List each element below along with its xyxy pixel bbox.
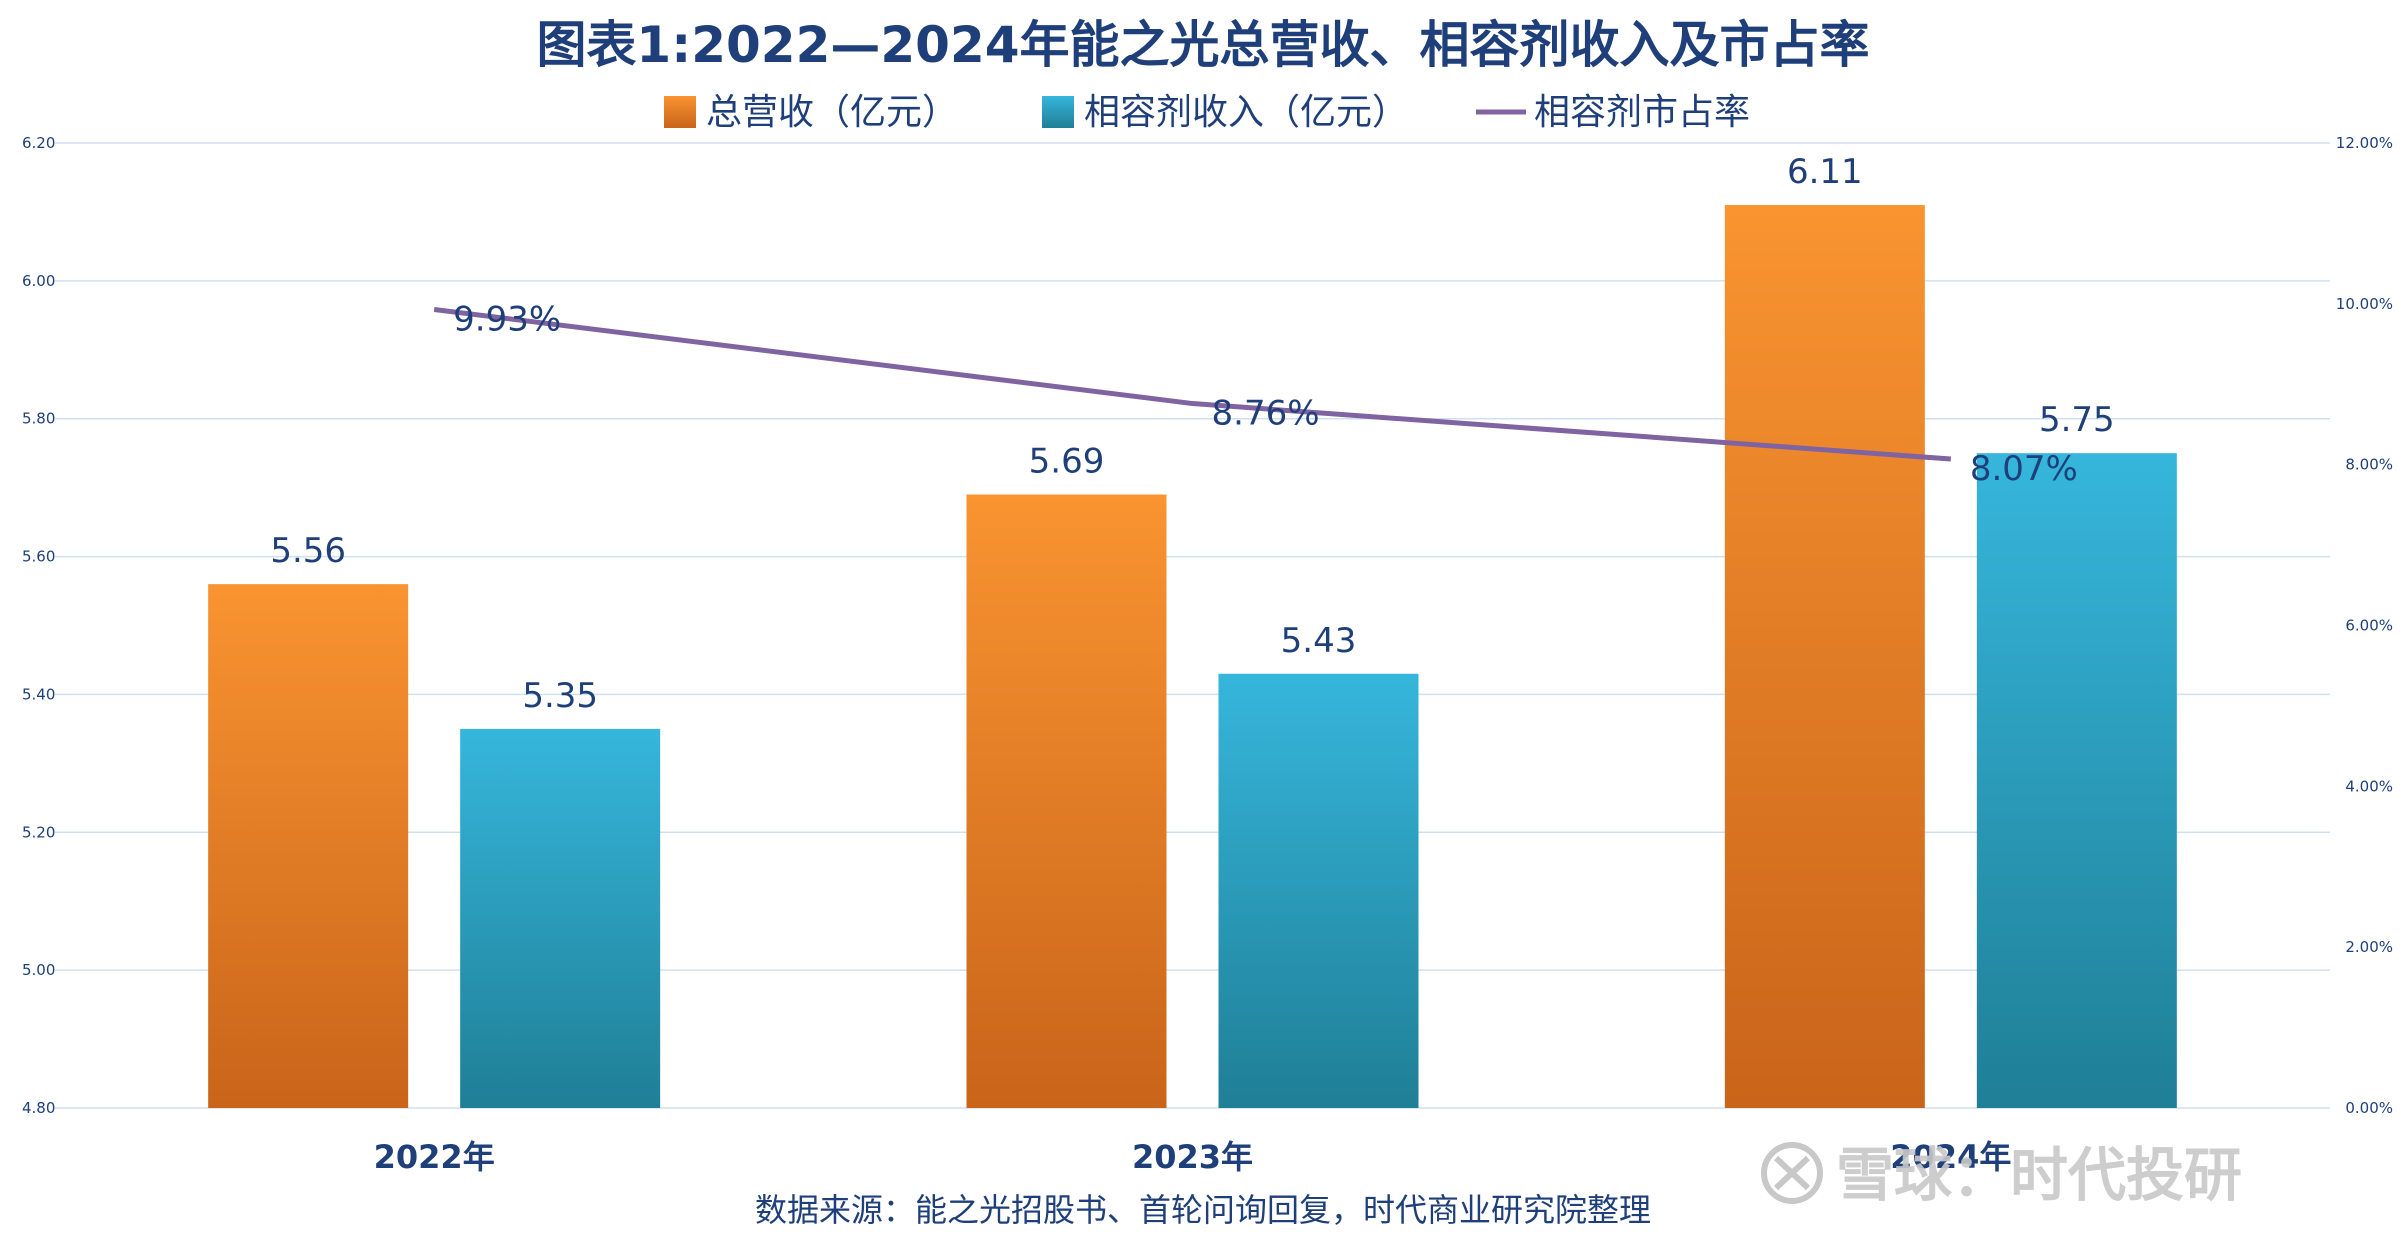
legend-label-share: 相容剂市占率 <box>1534 92 1750 133</box>
right-tick-label: 8.00% <box>2345 456 2393 474</box>
left-tick-label: 4.80 <box>22 1099 55 1117</box>
left-tick-label: 5.80 <box>22 410 55 428</box>
category-axis: 2022年 2023年 2024年 <box>374 1138 2012 1176</box>
legend-label-revenue: 总营收（亿元） <box>706 92 958 133</box>
right-tick-label: 6.00% <box>2345 617 2393 635</box>
legend-label-compat: 相容剂收入（亿元） <box>1084 92 1408 133</box>
left-tick-label: 5.60 <box>22 548 55 566</box>
share-label: 9.93% <box>453 299 561 339</box>
watermark: 雪球：时代投研 <box>1761 1141 2242 1209</box>
right-tick-label: 4.00% <box>2345 777 2393 795</box>
right-tick-label: 0.00% <box>2345 1099 2393 1117</box>
left-tick-label: 6.00 <box>22 272 55 290</box>
data-label: 5.69 <box>1029 442 1105 482</box>
legend: 总营收（亿元） 相容剂收入（亿元） 相容剂市占率 <box>664 92 1750 133</box>
category-label: 2022年 <box>374 1138 495 1176</box>
gridlines <box>55 142 2330 1109</box>
bar-compat <box>1976 453 2177 1108</box>
right-tick-label: 2.00% <box>2345 938 2393 956</box>
chart-title: 图表1:2022—2024年能之光总营收、相容剂收入及市占率 <box>536 16 1869 74</box>
source-note: 数据来源：能之光招股书、首轮问询回复，时代商业研究院整理 <box>755 1191 1651 1229</box>
category-label: 2023年 <box>1132 1138 1253 1176</box>
watermark-logo-mark <box>1773 1155 1811 1191</box>
share-label: 8.76% <box>1212 394 1320 434</box>
left-tick-label: 5.40 <box>22 685 55 703</box>
watermark-text: 雪球：时代投研 <box>1836 1141 2242 1209</box>
right-tick-label: 12.00% <box>2336 134 2393 152</box>
watermark-logo-icon <box>1761 1142 1823 1204</box>
data-label: 5.56 <box>270 531 346 571</box>
share-line <box>433 306 1952 462</box>
bar-revenue <box>208 584 409 1108</box>
right-axis: 0.00% 2.00% 4.00% 6.00% 8.00% 10.00% 12.00% <box>2336 134 2393 1117</box>
left-tick-label: 5.00 <box>22 961 55 979</box>
data-label: 6.11 <box>1787 152 1863 192</box>
bars <box>208 205 2177 1109</box>
data-labels: 5.56 5.35 5.69 5.43 6.11 5.75 9.93% 8.76% 8.07% <box>270 152 2114 716</box>
right-tick-label: 10.00% <box>2336 295 2393 313</box>
data-label: 5.43 <box>1281 621 1357 661</box>
bar-revenue <box>1724 205 1925 1109</box>
bar-compat <box>1218 673 1419 1108</box>
left-tick-label: 5.20 <box>22 823 55 841</box>
left-tick-label: 6.20 <box>22 134 55 152</box>
bar-revenue <box>966 494 1167 1108</box>
legend-swatch-revenue <box>664 96 696 128</box>
data-label: 5.75 <box>2039 400 2115 440</box>
share-line-path <box>433 306 1952 462</box>
left-axis: 4.80 5.00 5.20 5.40 5.60 5.80 6.00 6.20 <box>22 134 55 1117</box>
legend-swatch-compat <box>1042 96 1074 128</box>
share-label: 8.07% <box>1970 449 2078 489</box>
category-label: 2024年 <box>1890 1138 2011 1176</box>
bar-compat <box>460 728 661 1108</box>
data-label: 5.35 <box>522 676 598 716</box>
